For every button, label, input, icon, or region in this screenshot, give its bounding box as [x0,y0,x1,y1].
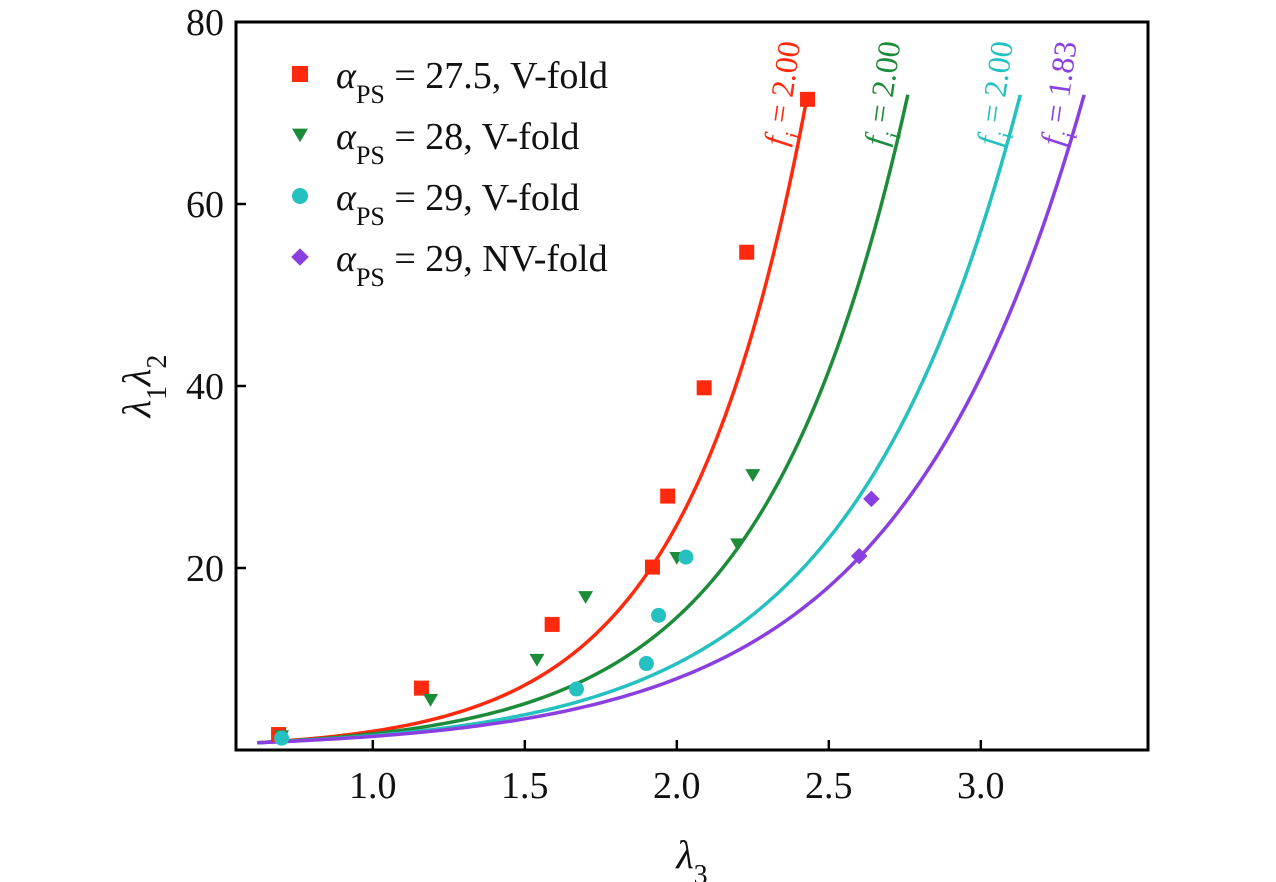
fit-curve [257,94,1086,745]
x-tick-label: 2.5 [805,765,853,807]
data-point [568,681,584,697]
legend-label: αPS = 28, V-fold [336,116,579,170]
x-tick-label: 1.5 [501,765,549,807]
data-point [696,380,712,396]
data-point [578,591,594,604]
legend-label: αPS = 29, NV-fold [336,238,608,292]
legend-label: αPS = 29, V-fold [336,177,579,231]
data-point [413,680,429,696]
axis-ticks: 1.0 1.5 2.0 2.5 3.0 20 40 60 80 [186,2,1005,807]
fit-label: fi = 1.83 [1033,39,1094,150]
y-tick-label: 40 [186,366,224,408]
fit-label: fi = 2.00 [970,39,1031,150]
data-point [739,244,755,260]
legend-marker [292,66,308,82]
data-point [850,547,868,565]
x-tick-label: 3.0 [957,765,1005,807]
fit-label: fi = 2.00 [857,39,918,150]
data-point [660,488,676,504]
x-tick-label: 2.0 [653,765,701,807]
y-tick-label: 20 [186,548,224,590]
x-tick-label: 1.0 [349,765,397,807]
data-point [529,653,545,667]
y-tick-label: 60 [186,184,224,226]
data-point [730,538,746,552]
data-point [651,607,667,623]
data-point [274,730,290,746]
data-point [800,91,816,107]
fit-curves [257,94,1086,745]
y-axis-label: λ1λ2 [114,355,173,419]
data-point [745,469,761,482]
legend: αPS = 27.5, V-fold αPS = 28, V-fold αPS = … [291,55,608,292]
data-point [678,549,694,565]
x-axis-label: λ3 [675,832,707,882]
data-points [271,91,880,746]
y-tick-label: 80 [186,2,224,44]
legend-label: αPS = 27.5, V-fold [336,55,608,109]
legend-marker [292,188,308,204]
data-point [638,656,654,672]
fit-curve [257,94,1023,745]
data-point [863,490,880,508]
legend-marker [291,248,309,266]
data-point [423,693,439,707]
data-point [544,616,560,632]
legend-marker [292,128,308,143]
data-point [644,559,660,575]
